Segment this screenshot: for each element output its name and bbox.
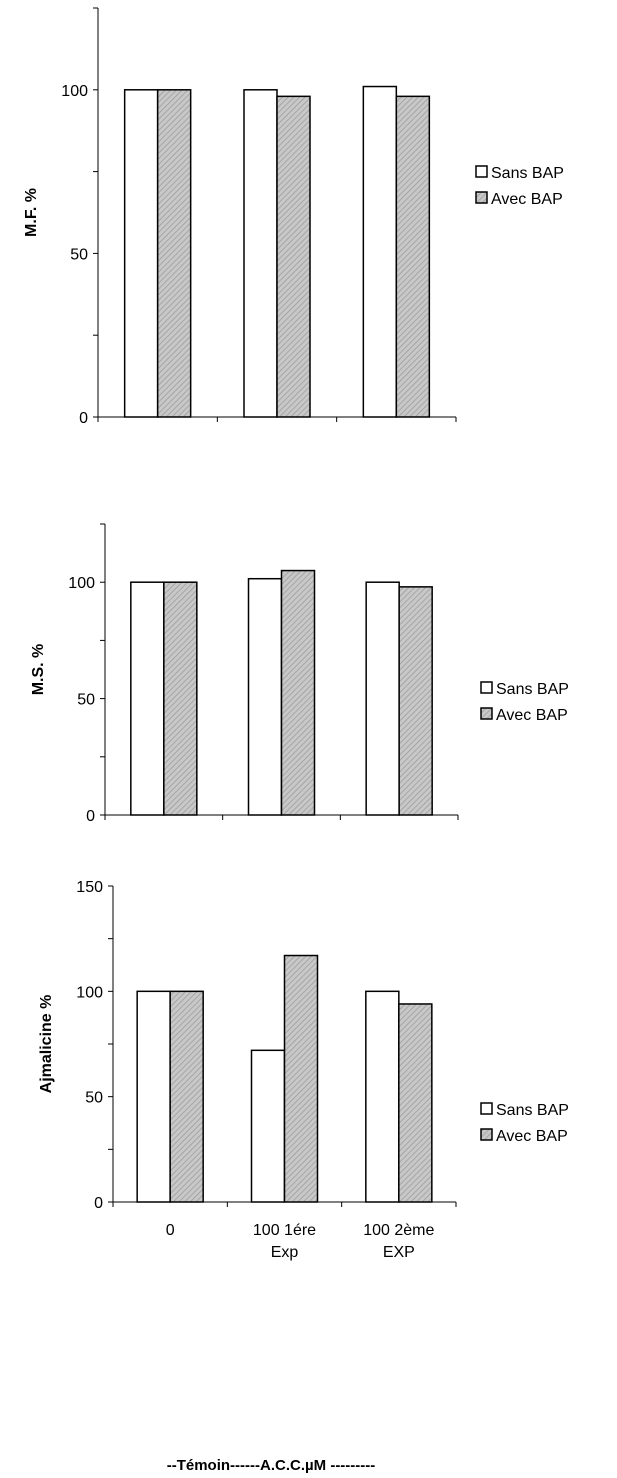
- bar-avec-bap: [276, 95, 311, 418]
- legend-entry: Sans BAP: [496, 1102, 569, 1119]
- legend: Sans BAP Avec BAP: [480, 681, 569, 724]
- chart-fresh-mass: 0 50 100 M.F. % Sans BAP Avec BAP: [23, 7, 564, 427]
- x-category-label: 100 2ème: [363, 1222, 434, 1239]
- y-tick-label: 50: [77, 692, 95, 709]
- y-tick-label: 0: [94, 1195, 103, 1212]
- x-category-label: 0: [166, 1222, 175, 1239]
- chart-dry-mass: 0 50 100 M.S. % Sans BAP Avec BAP: [30, 523, 569, 825]
- legend-swatch: [480, 707, 493, 720]
- x-category-label: 100 1ére: [253, 1222, 316, 1239]
- y-tick-label: 100: [61, 83, 88, 100]
- y-tick-label: 50: [85, 1090, 103, 1107]
- bar-sans-bap: [136, 990, 171, 1203]
- legend-entry: Avec BAP: [491, 191, 563, 208]
- bar-sans-bap: [247, 577, 283, 816]
- y-axis-title: M.S. %: [30, 644, 47, 696]
- bar-avec-bap: [169, 990, 204, 1203]
- bar-avec-bap: [398, 586, 433, 816]
- bar-avec-bap: [398, 1003, 433, 1203]
- bar-sans-bap: [365, 581, 400, 816]
- y-tick-label: 0: [86, 808, 95, 825]
- bar-avec-bap: [395, 95, 431, 418]
- x-category-label: EXP: [383, 1244, 415, 1261]
- y-tick-label: 100: [68, 575, 95, 592]
- legend: Sans BAP Avec BAP: [475, 165, 564, 208]
- y-tick-label: 0: [79, 410, 88, 427]
- x-category-label: Exp: [271, 1244, 299, 1261]
- bar-sans-bap: [243, 89, 278, 418]
- y-axis-title: Ajmalicine %: [38, 995, 55, 1094]
- y-tick-label: 150: [76, 879, 103, 896]
- bar-sans-bap: [365, 990, 400, 1203]
- legend: Sans BAP Avec BAP: [480, 1102, 569, 1145]
- chart-ajmalicine: 0 50 100 150 Ajmalicine % 0 100 1ére Exp 100 2èm…: [38, 879, 569, 1261]
- legend-swatch: [475, 165, 488, 178]
- bar-avec-bap: [283, 954, 319, 1203]
- bar-avec-bap: [280, 569, 316, 816]
- legend-swatch: [475, 191, 488, 204]
- legend-swatch: [480, 681, 493, 694]
- legend-swatch: [480, 1102, 493, 1115]
- y-tick-label: 50: [70, 246, 88, 263]
- bar-sans-bap: [362, 85, 398, 418]
- legend-entry: Sans BAP: [491, 165, 564, 182]
- y-axis-title: M.F. %: [23, 188, 40, 237]
- y-tick-label: 100: [76, 984, 103, 1001]
- footer-label: --Témoin------A.C.C.µM ---------: [167, 1457, 376, 1474]
- bar-sans-bap: [130, 581, 165, 816]
- legend-swatch: [480, 1128, 493, 1141]
- bar-sans-bap: [123, 89, 159, 418]
- bar-avec-bap: [163, 581, 198, 816]
- bar-sans-bap: [250, 1049, 286, 1203]
- legend-entry: Sans BAP: [496, 681, 569, 698]
- legend-entry: Avec BAP: [496, 1128, 568, 1145]
- bar-avec-bap: [156, 89, 192, 418]
- legend-entry: Avec BAP: [496, 707, 568, 724]
